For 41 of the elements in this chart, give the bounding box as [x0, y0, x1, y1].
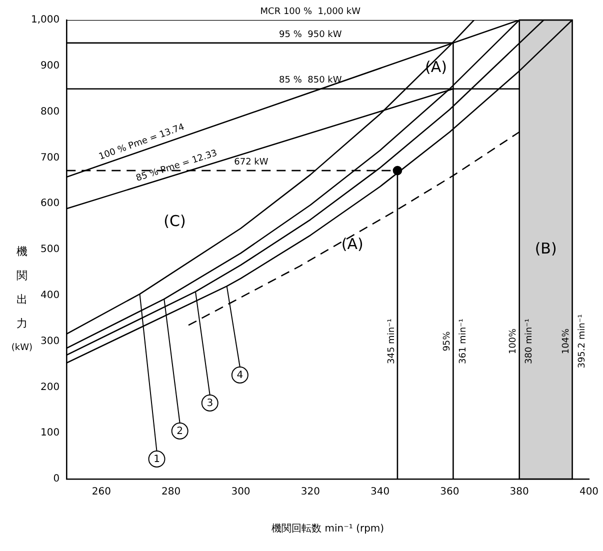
y-tick-label: 400 [40, 290, 60, 301]
x-tick-label: 400 [579, 486, 599, 498]
y-tick-label: 1,000 [30, 14, 60, 26]
y-tick-label: 600 [40, 198, 60, 210]
x-tick-label: 360 [440, 486, 460, 498]
y-tick-label: 0 [53, 474, 60, 485]
y-tick-label: 700 [40, 152, 60, 164]
annotation: 95 % 950 kW [279, 30, 342, 40]
text: 2 [176, 426, 184, 438]
x-tick-label: 280 [162, 486, 181, 498]
annotation: 395.2 min⁻¹ [578, 314, 588, 368]
x-axis-title: 機関回転数 min⁻¹ (rpm) [272, 522, 384, 535]
annotation: 361 min⁻¹ [458, 318, 469, 364]
text: 1 [154, 454, 160, 466]
annotation: 95% [442, 330, 453, 352]
annotation: 85 % 850 kW [279, 76, 342, 86]
y-tick-label: 900 [40, 60, 60, 72]
annotation: MCR 100 % 1,000 kW [260, 6, 361, 17]
y-tick-label: 200 [40, 382, 60, 393]
annotation: 672 kW [234, 157, 268, 168]
annotation: 380 min⁻¹ [524, 318, 535, 364]
x-tick-label: 380 [510, 486, 529, 498]
annotation: 104% [562, 328, 572, 354]
annotation: 100 % Pme = 13.74 [98, 122, 186, 162]
x-tick-label: 260 [92, 486, 111, 498]
x-tick-label: 320 [300, 486, 320, 498]
x-tick-label: 340 [370, 486, 390, 498]
y-axis-title: 機関出力 (kW) [10, 244, 34, 355]
y-tick-label: 100 [40, 428, 60, 439]
text: 4 [236, 370, 244, 382]
annotation: (A) [341, 234, 364, 253]
annotation: 345 min⁻¹ [386, 318, 397, 364]
y-tick-label: 800 [40, 106, 60, 118]
y-tick-label: 500 [40, 244, 60, 256]
x-tick-label: 300 [231, 486, 250, 498]
annotation: (A) [424, 58, 447, 76]
band-label: (B) [534, 239, 557, 258]
y-tick-label: 300 [40, 336, 60, 347]
annotation: 100% [508, 328, 519, 354]
annotation: (C) [164, 212, 186, 230]
text: 3 [206, 398, 214, 410]
